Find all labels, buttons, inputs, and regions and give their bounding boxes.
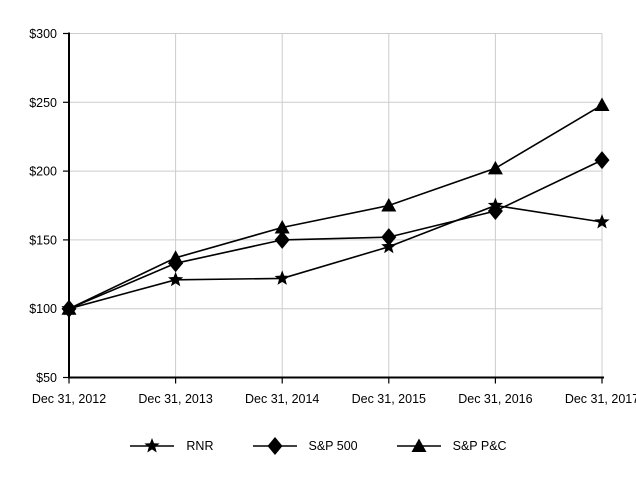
star-marker-icon [130,438,175,453]
series-line-s-p-p-c [68,104,603,310]
data-point-s-p-500 [168,254,184,273]
x-axis-label: Dec 31, 2017 [565,392,636,406]
y-axis-label: $250 [29,96,57,110]
x-axis-label: Dec 31, 2012 [32,392,106,406]
data-point-s-p-500 [594,151,610,170]
x-axis-label: Dec 31, 2014 [245,392,319,406]
y-axis-label: $100 [29,302,57,316]
triangle-marker-icon [396,438,441,452]
series-line-s-p-500 [68,159,603,310]
legend-label-rnr: RNR [186,439,214,453]
chart-legend: RNR S&P 500 S&P P&C [0,434,636,458]
legend-item-sppc: S&P P&C [396,437,507,455]
y-axis-label: $200 [29,165,57,179]
y-axis-label: $150 [29,233,57,247]
x-axis-label: Dec 31, 2016 [458,392,532,406]
data-point-s-p-p-c [594,97,610,112]
data-point-rnr [487,197,504,212]
legend-item-sp500: S&P 500 [252,437,358,455]
data-point-rnr [274,270,290,285]
data-point-s-p-p-c [487,160,503,175]
x-axis-label: Dec 31, 2015 [352,392,426,406]
legend-marker-glyph [144,438,161,453]
y-axis-label: $300 [29,27,57,41]
legend-marker-glyph [267,437,282,455]
plot-area: $50 $100 $150 $200 $250 $300 Dec 31, 2012 Dec 3… [29,27,636,406]
series-line-rnr [68,204,603,310]
legend-label-sp500: S&P 500 [308,439,358,453]
legend-marker-glyph [411,438,427,452]
data-point-s-p-p-c [274,220,290,234]
y-axis-label: $50 [36,371,57,385]
data-point-s-p-500 [274,230,290,249]
data-point-rnr [167,271,184,287]
x-axis-label: Dec 31, 2013 [138,392,212,406]
data-point-rnr [61,300,77,316]
data-point-rnr [381,238,397,254]
legend-label-sppc: S&P P&C [452,439,507,453]
data-point-s-p-500 [381,228,397,247]
legend-item-rnr: RNR [129,437,214,455]
diamond-marker-icon [252,437,297,455]
data-point-s-p-p-c [381,198,397,212]
data-point-rnr [594,214,610,229]
